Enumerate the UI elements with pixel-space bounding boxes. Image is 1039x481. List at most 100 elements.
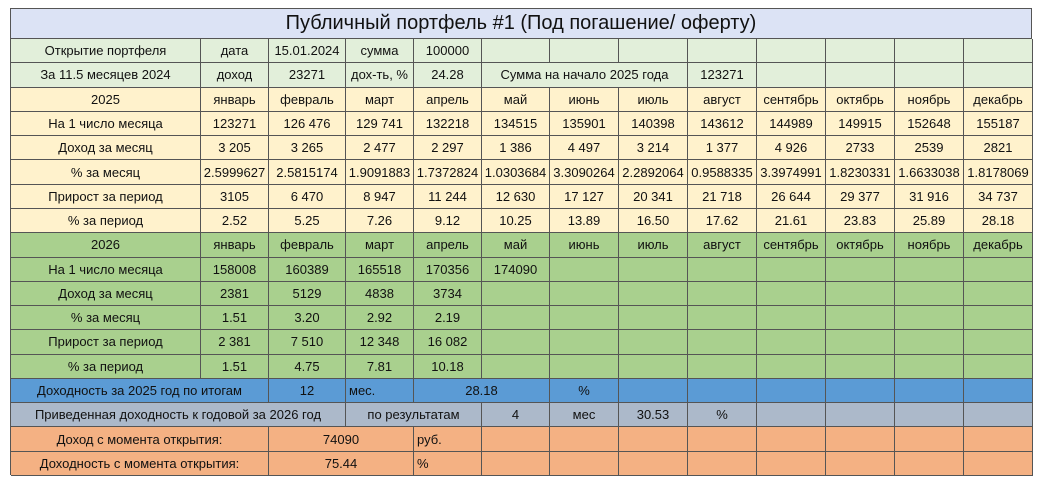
empty-cell	[482, 330, 550, 355]
empty-cell	[688, 427, 757, 452]
cell: 20 341	[619, 184, 688, 209]
cell: 1.51	[201, 306, 269, 331]
empty-cell	[757, 257, 826, 282]
empty-cell	[895, 354, 964, 379]
cell: февраль	[269, 87, 346, 112]
cell: 126 476	[269, 111, 346, 137]
cell: 152648	[895, 111, 964, 137]
empty-cell	[895, 257, 964, 282]
empty-cell	[757, 281, 826, 307]
cell: 170356	[414, 257, 482, 282]
empty-cell	[550, 306, 619, 331]
cell: Доход за месяц	[11, 136, 201, 161]
cell: 28.18	[414, 378, 550, 404]
cell: 31 916	[895, 184, 964, 209]
cell: 23271	[269, 63, 346, 88]
empty-cell	[895, 330, 964, 355]
empty-cell	[964, 63, 1033, 88]
empty-cell	[895, 378, 964, 404]
empty-cell	[619, 330, 688, 355]
cell: 3.3974991	[757, 160, 826, 185]
cell: На 1 число месяца	[11, 257, 201, 282]
cell: дата	[201, 39, 269, 64]
cell: 3105	[201, 184, 269, 209]
empty-cell	[757, 378, 826, 404]
cell: 3 214	[619, 136, 688, 161]
cell: 17.62	[688, 208, 757, 234]
cell: 11 244	[414, 184, 482, 209]
cell: 34 737	[964, 184, 1033, 209]
empty-cell	[482, 281, 550, 307]
cell: март	[346, 87, 414, 112]
cell: октябрь	[826, 233, 895, 258]
cell: июль	[619, 87, 688, 112]
cell: май	[482, 233, 550, 258]
cell: 17 127	[550, 184, 619, 209]
cell: 1.7372824	[414, 160, 482, 185]
cell: март	[346, 233, 414, 258]
cell: 2.5999627	[201, 160, 269, 185]
empty-cell	[619, 354, 688, 379]
cell: 29 377	[826, 184, 895, 209]
cell: 123271	[201, 111, 269, 137]
empty-cell	[619, 39, 688, 64]
empty-cell	[757, 354, 826, 379]
cell: мес.	[346, 378, 414, 404]
cell: июль	[619, 233, 688, 258]
cell: мес	[550, 403, 619, 428]
empty-cell	[757, 427, 826, 452]
cell: январь	[201, 233, 269, 258]
empty-cell	[688, 281, 757, 307]
cell: по результатам	[346, 403, 482, 428]
empty-cell	[482, 427, 550, 452]
cell: 155187	[964, 111, 1033, 137]
cell: 1.6633038	[895, 160, 964, 185]
empty-cell	[964, 39, 1033, 64]
empty-cell	[826, 427, 895, 452]
cell: 26 644	[757, 184, 826, 209]
empty-cell	[826, 330, 895, 355]
cell: 15.01.2024	[269, 39, 346, 64]
empty-cell	[688, 451, 757, 477]
empty-cell	[826, 257, 895, 282]
empty-cell	[964, 281, 1033, 307]
cell: 4838	[346, 281, 414, 307]
cell: Прирост за период	[11, 330, 201, 355]
cell: сентябрь	[757, 233, 826, 258]
cell: 1.51	[201, 354, 269, 379]
cell: 24.28	[414, 63, 482, 88]
empty-cell	[482, 39, 550, 64]
empty-cell	[619, 281, 688, 307]
cell: 129 741	[346, 111, 414, 137]
cell: 2821	[964, 136, 1033, 161]
cell: 5.25	[269, 208, 346, 234]
cell: октябрь	[826, 87, 895, 112]
empty-cell	[895, 427, 964, 452]
empty-cell	[964, 451, 1033, 477]
cell: 5129	[269, 281, 346, 307]
empty-cell	[619, 427, 688, 452]
cell: Прирост за период	[11, 184, 201, 209]
cell: 2 477	[346, 136, 414, 161]
empty-cell	[757, 403, 826, 428]
empty-cell	[550, 281, 619, 307]
cell: 28.18	[964, 208, 1033, 234]
cell: 3.20	[269, 306, 346, 331]
empty-cell	[826, 451, 895, 477]
sheet-title: Публичный портфель #1 (Под погашение/ оф…	[11, 9, 1032, 39]
cell: сентябрь	[757, 87, 826, 112]
cell: 2026	[11, 233, 201, 258]
cell: 3.3090264	[550, 160, 619, 185]
empty-cell	[688, 330, 757, 355]
cell: %	[550, 378, 619, 404]
cell: 174090	[482, 257, 550, 282]
cell: 12 630	[482, 184, 550, 209]
cell: 100000	[414, 39, 482, 64]
empty-cell	[550, 257, 619, 282]
empty-cell	[826, 378, 895, 404]
cell: 4 497	[550, 136, 619, 161]
cell: 23.83	[826, 208, 895, 234]
cell: 10.25	[482, 208, 550, 234]
empty-cell	[482, 451, 550, 477]
empty-cell	[964, 427, 1033, 452]
